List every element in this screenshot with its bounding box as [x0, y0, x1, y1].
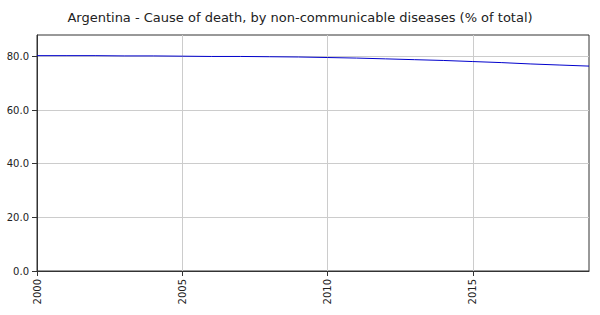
- svg-text:60.0: 60.0: [7, 105, 29, 116]
- svg-text:Argentina - Cause of death, by: Argentina - Cause of death, by non-commu…: [67, 10, 532, 25]
- svg-text:40.0: 40.0: [7, 158, 29, 169]
- svg-text:0.0: 0.0: [13, 266, 29, 277]
- svg-text:2015: 2015: [467, 279, 478, 304]
- svg-text:2005: 2005: [177, 279, 188, 304]
- svg-text:2010: 2010: [322, 279, 333, 304]
- svg-text:20.0: 20.0: [7, 212, 29, 223]
- svg-text:2000: 2000: [32, 279, 43, 304]
- svg-text:80.0: 80.0: [7, 51, 29, 62]
